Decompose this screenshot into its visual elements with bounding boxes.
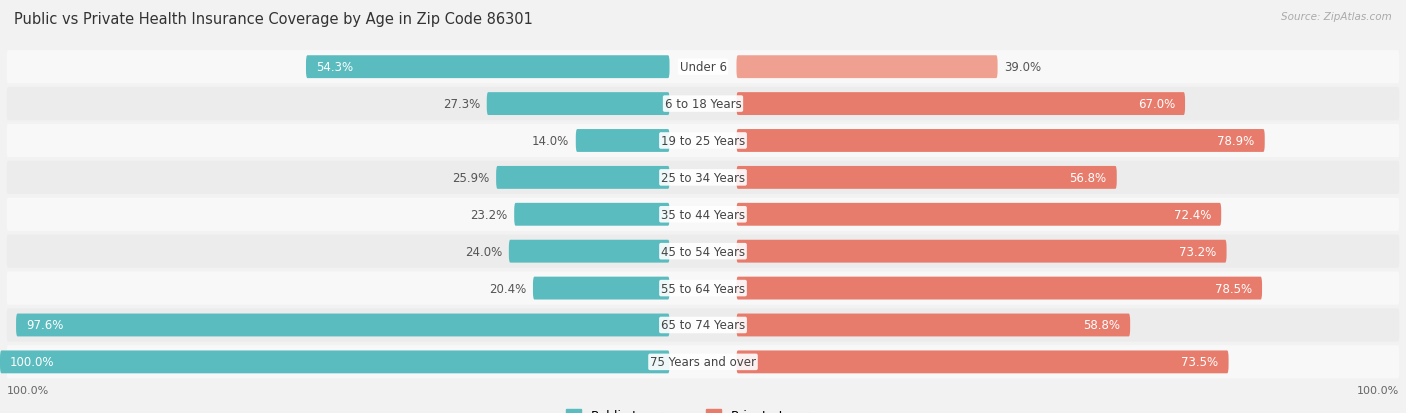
Text: 23.2%: 23.2% — [470, 208, 508, 221]
FancyBboxPatch shape — [737, 314, 1130, 337]
Text: 25 to 34 Years: 25 to 34 Years — [661, 171, 745, 185]
FancyBboxPatch shape — [7, 235, 1399, 268]
Text: 55 to 64 Years: 55 to 64 Years — [661, 282, 745, 295]
FancyBboxPatch shape — [737, 203, 1222, 226]
FancyBboxPatch shape — [486, 93, 669, 116]
Text: 6 to 18 Years: 6 to 18 Years — [665, 98, 741, 111]
Legend: Public Insurance, Private Insurance: Public Insurance, Private Insurance — [567, 409, 839, 413]
Text: 73.5%: 73.5% — [1181, 356, 1219, 368]
Text: Source: ZipAtlas.com: Source: ZipAtlas.com — [1281, 12, 1392, 22]
FancyBboxPatch shape — [15, 314, 669, 337]
FancyBboxPatch shape — [7, 51, 1399, 84]
FancyBboxPatch shape — [7, 125, 1399, 158]
FancyBboxPatch shape — [7, 345, 1399, 379]
FancyBboxPatch shape — [307, 56, 669, 79]
Text: Under 6: Under 6 — [679, 61, 727, 74]
FancyBboxPatch shape — [0, 351, 669, 373]
FancyBboxPatch shape — [737, 56, 998, 79]
FancyBboxPatch shape — [533, 277, 669, 300]
Text: Public vs Private Health Insurance Coverage by Age in Zip Code 86301: Public vs Private Health Insurance Cover… — [14, 12, 533, 27]
Text: 20.4%: 20.4% — [489, 282, 526, 295]
Text: 58.8%: 58.8% — [1083, 319, 1121, 332]
FancyBboxPatch shape — [7, 88, 1399, 121]
Text: 72.4%: 72.4% — [1174, 208, 1211, 221]
Text: 56.8%: 56.8% — [1070, 171, 1107, 185]
Text: 67.0%: 67.0% — [1137, 98, 1175, 111]
FancyBboxPatch shape — [737, 351, 1229, 373]
FancyBboxPatch shape — [7, 198, 1399, 231]
Text: 78.9%: 78.9% — [1218, 135, 1254, 147]
Text: 54.3%: 54.3% — [316, 61, 353, 74]
Text: 27.3%: 27.3% — [443, 98, 479, 111]
Text: 100.0%: 100.0% — [7, 385, 49, 395]
Text: 35 to 44 Years: 35 to 44 Years — [661, 208, 745, 221]
FancyBboxPatch shape — [7, 272, 1399, 305]
Text: 100.0%: 100.0% — [10, 356, 55, 368]
Text: 97.6%: 97.6% — [27, 319, 63, 332]
FancyBboxPatch shape — [576, 130, 669, 152]
Text: 45 to 54 Years: 45 to 54 Years — [661, 245, 745, 258]
Text: 14.0%: 14.0% — [531, 135, 569, 147]
FancyBboxPatch shape — [737, 130, 1265, 152]
FancyBboxPatch shape — [496, 166, 669, 189]
Text: 75 Years and over: 75 Years and over — [650, 356, 756, 368]
Text: 78.5%: 78.5% — [1215, 282, 1251, 295]
FancyBboxPatch shape — [7, 309, 1399, 342]
FancyBboxPatch shape — [737, 277, 1263, 300]
Text: 25.9%: 25.9% — [453, 171, 489, 185]
Text: 19 to 25 Years: 19 to 25 Years — [661, 135, 745, 147]
FancyBboxPatch shape — [7, 161, 1399, 195]
Text: 65 to 74 Years: 65 to 74 Years — [661, 319, 745, 332]
Text: 100.0%: 100.0% — [1357, 385, 1399, 395]
FancyBboxPatch shape — [515, 203, 669, 226]
FancyBboxPatch shape — [737, 93, 1185, 116]
FancyBboxPatch shape — [737, 166, 1116, 189]
Text: 39.0%: 39.0% — [1004, 61, 1042, 74]
FancyBboxPatch shape — [509, 240, 669, 263]
Text: 73.2%: 73.2% — [1180, 245, 1216, 258]
FancyBboxPatch shape — [737, 240, 1226, 263]
Text: 24.0%: 24.0% — [465, 245, 502, 258]
